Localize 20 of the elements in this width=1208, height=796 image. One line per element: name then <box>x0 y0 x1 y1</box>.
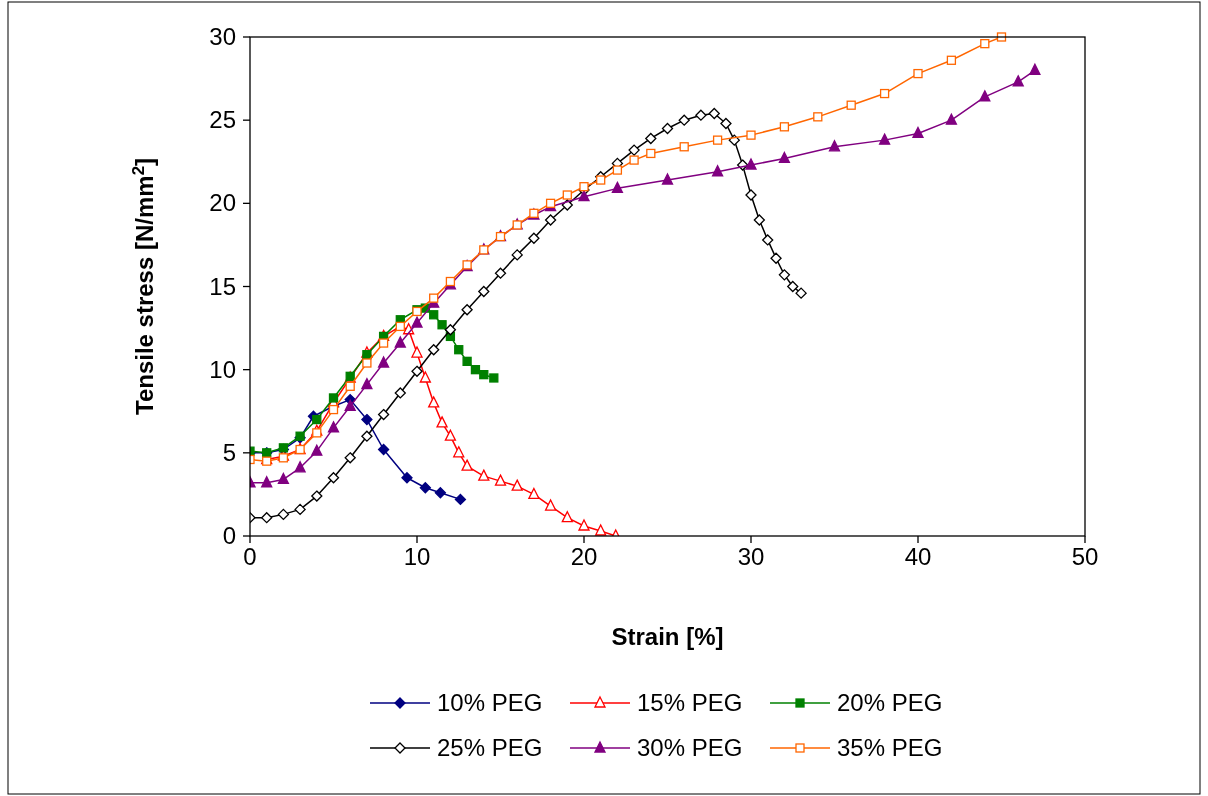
x-tick-label: 30 <box>737 543 765 570</box>
y-tick-label: 10 <box>209 355 236 383</box>
y-tick-label: 25 <box>209 106 236 134</box>
y-tick-label: 15 <box>209 272 236 300</box>
x-axis-title: Strain [%] <box>611 623 724 650</box>
x-tick-label: 20 <box>570 543 598 570</box>
legend-label: 20% PEG <box>837 689 943 716</box>
x-tick-label: 10 <box>403 543 431 570</box>
legend-label: 15% PEG <box>637 689 743 716</box>
x-tick-label: 50 <box>1071 543 1099 570</box>
legend-label: 35% PEG <box>837 734 943 761</box>
y-tick-label: 0 <box>222 522 236 549</box>
legend-label: 10% PEG <box>437 689 543 716</box>
x-tick-label: 0 <box>243 543 257 570</box>
legend-label: 30% PEG <box>637 734 743 761</box>
y-tick-label: 30 <box>209 23 236 50</box>
legend-label: 25% PEG <box>437 734 543 761</box>
x-tick-label: 40 <box>904 543 932 570</box>
y-tick-label: 20 <box>209 189 236 217</box>
y-tick-label: 5 <box>222 438 236 466</box>
